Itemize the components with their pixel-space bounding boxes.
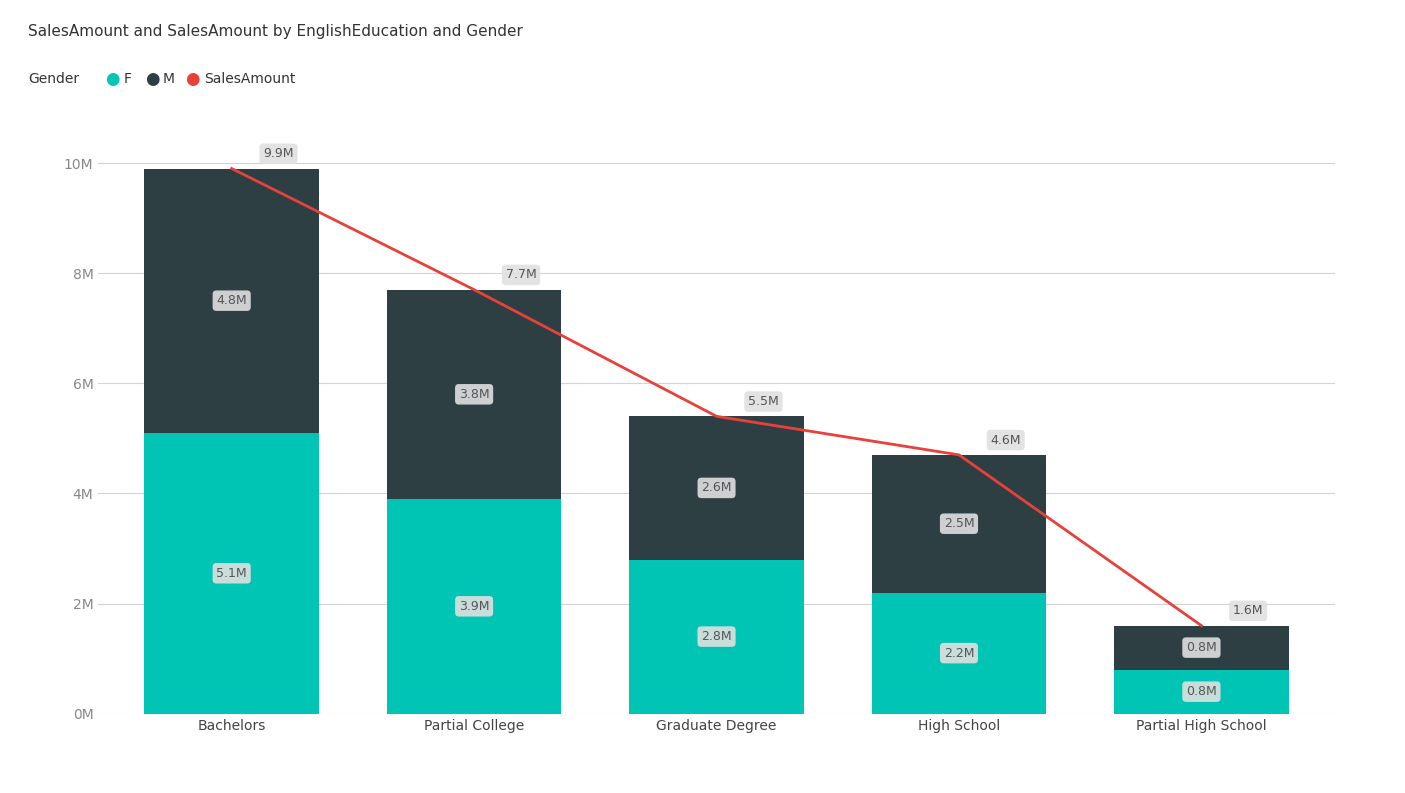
Text: 7.7M: 7.7M [506,268,537,282]
Text: 0.8M: 0.8M [1186,685,1217,698]
Text: 3.9M: 3.9M [459,600,489,613]
Text: 1.6M: 1.6M [1234,604,1263,617]
Text: 4.6M: 4.6M [991,434,1021,446]
Text: 3.8M: 3.8M [459,388,489,400]
Bar [629,416,804,560]
Text: Gender: Gender [28,72,79,86]
Bar [871,592,1047,714]
Bar [145,433,319,714]
Bar [629,560,804,714]
Bar [1114,626,1288,669]
Text: 4.8M: 4.8M [216,294,247,307]
Text: 5.5M: 5.5M [747,395,778,408]
Bar [386,289,562,499]
Text: SalesAmount: SalesAmount [204,72,295,86]
Text: 2.2M: 2.2M [944,646,974,660]
Text: SalesAmount and SalesAmount by EnglishEducation and Gender: SalesAmount and SalesAmount by EnglishEd… [28,24,523,39]
Text: ●: ● [185,71,200,88]
Text: M: M [163,72,176,86]
Text: 0.8M: 0.8M [1186,641,1217,654]
Text: 2.6M: 2.6M [701,481,732,494]
Bar [386,499,562,714]
Text: 2.8M: 2.8M [701,630,732,643]
Text: ●: ● [105,71,119,88]
Bar [145,169,319,433]
Text: 2.5M: 2.5M [944,517,974,531]
Bar [871,455,1047,592]
Text: F: F [124,72,132,86]
Bar [1114,669,1288,714]
Text: ●: ● [145,71,159,88]
Text: 9.9M: 9.9M [263,147,294,160]
Text: 5.1M: 5.1M [216,567,247,580]
